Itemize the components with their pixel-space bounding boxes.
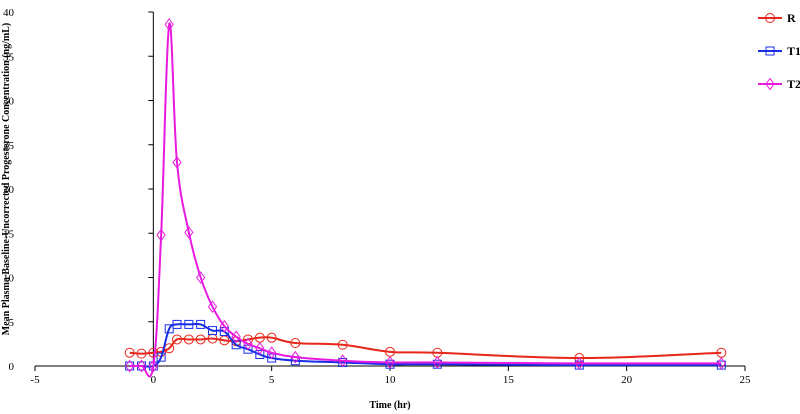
point-t1 — [184, 319, 194, 329]
point-t2 — [290, 350, 300, 364]
point-t2 — [432, 356, 442, 369]
point-t1 — [243, 344, 253, 354]
legend-item-t1: T1 — [758, 44, 800, 58]
y-tick-label: 10 — [3, 273, 15, 285]
legend: R T1 T2 — [758, 11, 800, 91]
point-t2 — [148, 359, 158, 373]
point-t2 — [385, 356, 395, 369]
axes: -5 0 5 10 15 20 25 0 5 10 15 20 25 30 35 40 — [3, 7, 751, 386]
point-t2 — [338, 354, 348, 368]
y-tick-label: 15 — [3, 228, 15, 240]
point-t2 — [716, 356, 726, 370]
legend-label-t1: T1 — [787, 44, 800, 58]
series-r — [124, 332, 727, 364]
legend-label-t2: T2 — [787, 77, 800, 91]
y-tick-label: 30 — [3, 96, 15, 108]
legend-marker-r — [765, 13, 775, 23]
y-tick-label: 25 — [3, 140, 15, 152]
x-tick-label: 25 — [740, 374, 752, 386]
point-r — [124, 347, 135, 358]
legend-item-t2: T2 — [758, 77, 800, 91]
point-t2 — [172, 156, 182, 169]
x-axis-title: Time (hr) — [369, 400, 410, 411]
y-tick-label: 5 — [9, 317, 15, 329]
y-tick-label: 35 — [3, 51, 15, 63]
point-t2 — [164, 18, 174, 31]
point-t2 — [574, 356, 584, 370]
point-r — [266, 332, 277, 343]
point-t1 — [208, 326, 217, 336]
point-t2 — [196, 271, 206, 284]
legend-marker-t1 — [765, 46, 775, 56]
y-tick-label: 20 — [3, 184, 15, 196]
point-t2 — [184, 226, 194, 239]
series-line-t1 — [129, 322, 722, 368]
x-tick-label: 20 — [621, 374, 633, 386]
y-tick-label: 40 — [3, 7, 15, 19]
point-r — [183, 334, 194, 345]
legend-marker-t2 — [765, 77, 775, 91]
point-t1 — [267, 353, 277, 363]
series-t2 — [125, 18, 726, 378]
x-tick-label: 0 — [151, 374, 157, 386]
series-t1 — [125, 319, 726, 371]
point-t2 — [219, 319, 229, 333]
point-r — [207, 333, 218, 344]
point-t1 — [196, 319, 206, 329]
y-axis-title: Mean Plasma Baseline-Uncorrected Progest… — [1, 23, 12, 335]
point-t2 — [231, 330, 241, 344]
x-tick-label: 15 — [503, 374, 515, 386]
point-t2 — [156, 228, 166, 242]
series-line-r — [129, 336, 722, 360]
legend-item-r: R — [758, 11, 796, 25]
point-r — [195, 334, 206, 345]
point-t2 — [243, 337, 253, 351]
point-t2 — [207, 300, 218, 314]
point-r — [337, 339, 348, 350]
point-t1 — [172, 319, 182, 329]
point-t2 — [267, 346, 277, 360]
point-r — [290, 337, 301, 348]
point-r — [172, 334, 182, 345]
point-t1 — [156, 352, 166, 362]
point-t2 — [125, 359, 135, 373]
point-t1 — [231, 340, 241, 350]
x-tick-label: 5 — [269, 374, 275, 386]
point-r — [136, 348, 147, 359]
legend-label-r: R — [787, 11, 796, 25]
x-tick-label: -5 — [30, 374, 40, 386]
y-tick-label: 0 — [9, 361, 15, 373]
point-t2 — [136, 359, 147, 373]
series-line-t2 — [129, 22, 722, 378]
point-t1 — [255, 349, 265, 359]
series-layer — [124, 18, 727, 378]
x-tick-label: 10 — [385, 374, 397, 386]
point-t2 — [255, 341, 265, 355]
